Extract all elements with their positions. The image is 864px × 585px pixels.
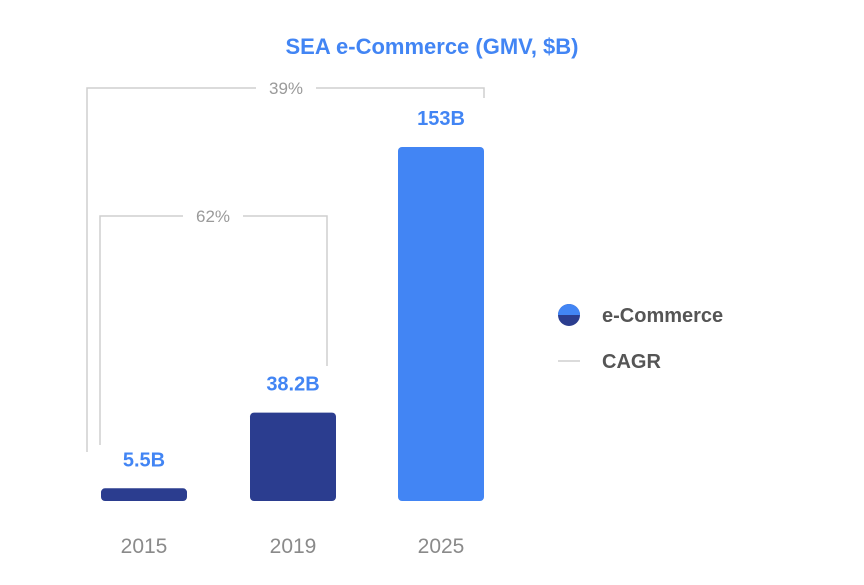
value-label-2019: 38.2B bbox=[266, 374, 319, 396]
cagr-bracket-2015-2025 bbox=[86, 87, 485, 452]
cagr-label-2015-2019: 62% bbox=[196, 207, 230, 226]
legend-marker-ecommerce-top bbox=[558, 304, 580, 315]
bar-2025 bbox=[398, 147, 484, 501]
value-label-2025: 153B bbox=[417, 108, 465, 130]
legend-label-cagr: CAGR bbox=[602, 351, 661, 373]
legend: e-Commerce CAGR bbox=[558, 304, 723, 373]
x-tick-2015: 2015 bbox=[121, 535, 168, 558]
cagr-label-2015-2025: 39% bbox=[269, 79, 303, 98]
bar-2019 bbox=[250, 412, 336, 501]
chart-title: SEA e-Commerce (GMV, $B) bbox=[285, 34, 578, 59]
legend-item-ecommerce: e-Commerce bbox=[558, 304, 723, 327]
value-label-2015: 5.5B bbox=[123, 449, 165, 471]
x-tick-2025: 2025 bbox=[418, 535, 465, 558]
legend-label-ecommerce: e-Commerce bbox=[602, 305, 723, 327]
cagr-bracket-2015-2019 bbox=[99, 215, 328, 445]
bar-2015 bbox=[101, 488, 187, 501]
legend-item-cagr: CAGR bbox=[558, 351, 661, 373]
x-tick-2019: 2019 bbox=[270, 535, 317, 558]
